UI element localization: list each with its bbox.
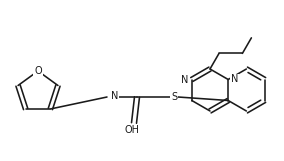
Text: N: N bbox=[181, 75, 189, 85]
Text: S: S bbox=[171, 92, 177, 102]
Text: N: N bbox=[231, 75, 239, 85]
Text: O: O bbox=[34, 66, 42, 76]
Text: N: N bbox=[111, 91, 118, 101]
Text: OH: OH bbox=[124, 125, 139, 135]
